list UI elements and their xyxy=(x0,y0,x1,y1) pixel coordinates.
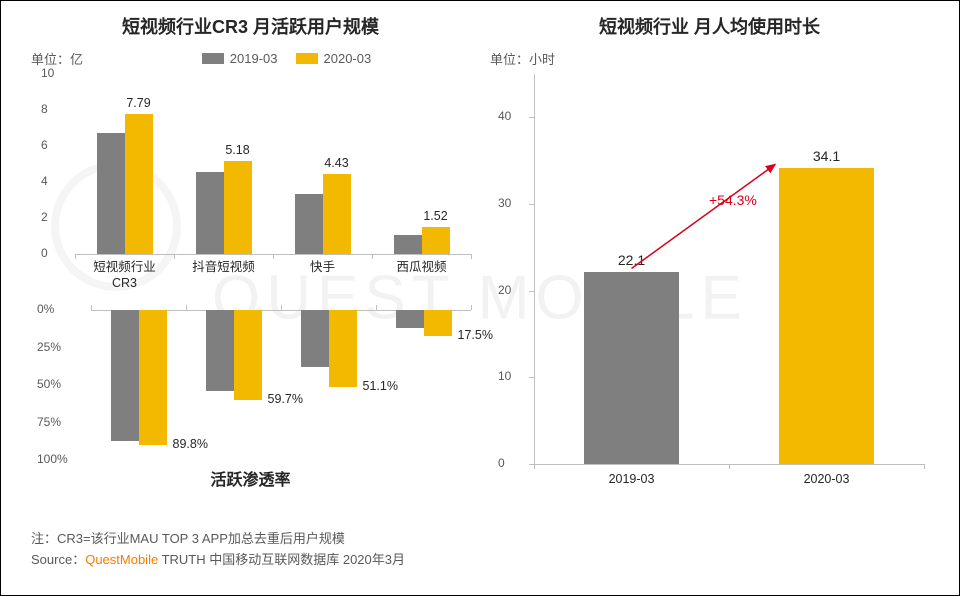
category-label: 短视频行业CR3 xyxy=(80,260,170,291)
bar-2019 xyxy=(196,172,224,254)
bar-2019 xyxy=(206,310,234,391)
footer: 注：CR3=该行业MAU TOP 3 APP加总去重后用户规模 Source：Q… xyxy=(31,529,960,571)
right-panel: 短视频行业 月人均使用时长 单位：小时 01020304022.12019-03… xyxy=(480,1,959,537)
category-label: 快手 xyxy=(278,260,368,276)
legend-label: 2020-03 xyxy=(324,51,372,66)
legend-swatch-2019 xyxy=(202,53,224,64)
left-title: 短视频行业CR3 月活跃用户规模 xyxy=(31,13,470,39)
penetration-bar-chart: 0%25%50%75%100%89.8%59.7%51.1%17.5%活跃渗透率 xyxy=(31,304,470,504)
category-label: 抖音短视频 xyxy=(179,260,269,276)
legend-item: 2020-03 xyxy=(296,51,372,66)
footer-source-prefix: Source： xyxy=(31,552,85,567)
left-legend: 2019-03 2020-03 xyxy=(202,51,371,66)
bar-2019 xyxy=(394,235,422,254)
bar-2019 xyxy=(97,133,125,255)
bar-2020 xyxy=(234,310,262,400)
bar-2020 xyxy=(422,227,450,254)
bar-value-label: 51.1% xyxy=(363,379,398,393)
bar-value-label: 7.79 xyxy=(126,96,150,110)
bar-2019 xyxy=(295,194,323,254)
bar-2020 xyxy=(139,310,167,445)
legend-item: 2019-03 xyxy=(202,51,278,66)
bar-2019 xyxy=(111,310,139,441)
left-unit: 单位：亿 xyxy=(31,49,83,68)
bar-2019 xyxy=(396,310,424,328)
footer-source-rest: TRUTH 中国移动互联网数据库 2020年3月 xyxy=(158,552,405,567)
bar-2020 xyxy=(125,114,153,254)
growth-label: +54.3% xyxy=(709,192,757,208)
bar-value-label: 1.52 xyxy=(423,209,447,223)
bar-2020 xyxy=(424,310,452,336)
bar-value-label: 4.43 xyxy=(324,156,348,170)
bar-2020 xyxy=(323,174,351,254)
bar-value-label: 89.8% xyxy=(173,437,208,451)
bar-2020 xyxy=(329,310,357,387)
legend-swatch-2020 xyxy=(296,53,318,64)
legend-label: 2019-03 xyxy=(230,51,278,66)
bar-2020 xyxy=(224,161,252,254)
duration-bar xyxy=(779,168,874,464)
bar-2019 xyxy=(301,310,329,367)
footer-source-brand: QuestMobile xyxy=(85,552,158,567)
bar-value-label: 34.1 xyxy=(813,148,840,164)
bar-value-label: 22.1 xyxy=(618,252,645,268)
right-title: 短视频行业 月人均使用时长 xyxy=(490,13,929,39)
left-panel: 短视频行业CR3 月活跃用户规模 单位：亿 2019-03 2020-03 02… xyxy=(1,1,480,537)
bar-value-label: 59.7% xyxy=(268,392,303,406)
footer-note: 注：CR3=该行业MAU TOP 3 APP加总去重后用户规模 xyxy=(31,529,960,550)
penetration-title: 活跃渗透率 xyxy=(210,466,290,490)
duration-bar xyxy=(584,272,679,464)
category-label: 2019-03 xyxy=(609,472,655,488)
right-unit: 单位：小时 xyxy=(490,49,555,68)
category-label: 西瓜视频 xyxy=(377,260,467,276)
mau-bar-chart: 02468107.79短视频行业CR35.18抖音短视频4.43快手1.52西瓜… xyxy=(31,74,470,300)
duration-bar-chart: 01020304022.12019-0334.12020-03+54.3% xyxy=(490,74,929,514)
bar-value-label: 5.18 xyxy=(225,143,249,157)
category-label: 2020-03 xyxy=(804,472,850,488)
